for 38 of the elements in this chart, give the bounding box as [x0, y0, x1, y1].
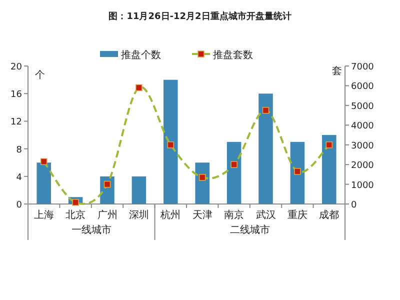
- x-tick-label: 天津: [192, 209, 212, 221]
- text: 一线城市: [71, 224, 112, 236]
- x-tick-label: 成都: [319, 209, 340, 221]
- bar: [322, 135, 336, 204]
- x-tick-label: 上海: [34, 209, 54, 221]
- chart-title: 图：11月26日-12月2日重点城市开盘量统计: [108, 11, 292, 22]
- y2-tick-label: 6000: [351, 82, 374, 92]
- y-axis-title: 个: [35, 69, 45, 81]
- y2-tick-label: 3000: [351, 141, 374, 152]
- y2-axis-title: 套: [332, 65, 342, 77]
- y2-tick-label: 4000: [351, 122, 374, 132]
- x-tick-label: 北京: [66, 209, 86, 221]
- y2-tick-label: 2000: [351, 161, 374, 172]
- y2-tick-label: 0: [351, 200, 357, 210]
- x-tick-label: 广州: [97, 209, 118, 221]
- y-tick-label: 12: [10, 118, 22, 128]
- y-tick-label: 16: [10, 90, 22, 100]
- bar: [164, 80, 178, 204]
- y2-tick-label: 5000: [351, 102, 374, 112]
- bar: [290, 142, 305, 204]
- y-tick-label: 0: [16, 200, 22, 210]
- x-tick-label: 杭州: [160, 209, 181, 221]
- x-tick-label: 重庆: [287, 209, 308, 221]
- bar: [226, 142, 242, 204]
- x-tick-label: 武汉: [256, 209, 276, 221]
- y-tick-label: 20: [10, 62, 22, 72]
- bar: [258, 94, 273, 204]
- y-tick-label: 8: [16, 145, 22, 156]
- bar: [132, 176, 146, 204]
- y2-tick-label: 1000: [351, 180, 374, 191]
- text: 二线城市: [230, 224, 270, 236]
- legend-label: 推盘个数: [121, 49, 161, 61]
- y2-tick-label: 7000: [351, 62, 374, 72]
- legend-label: 推盘套数: [213, 49, 253, 61]
- bar: [36, 162, 51, 204]
- y-tick-label: 4: [16, 172, 22, 183]
- x-tick-label: 南京: [224, 209, 244, 221]
- x-tick-label: 深圳: [128, 209, 149, 221]
